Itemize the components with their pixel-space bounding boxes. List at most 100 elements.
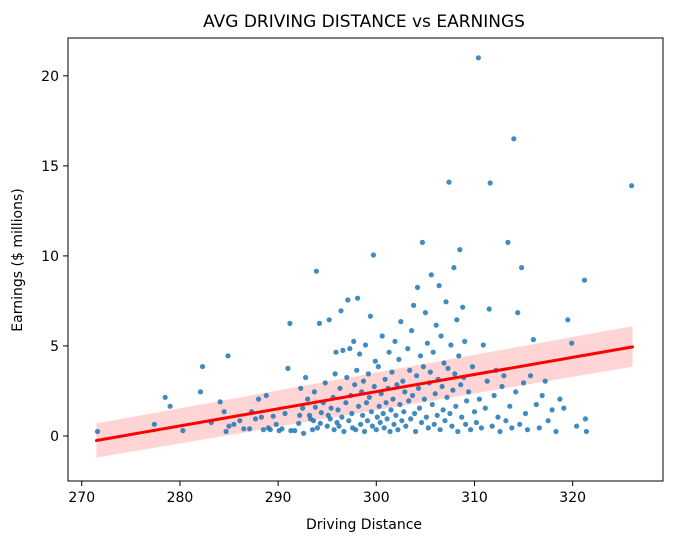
scatter-point — [478, 425, 484, 431]
scatter-point — [524, 427, 531, 433]
scatter-point — [383, 400, 389, 406]
scatter-point — [223, 428, 229, 435]
scatter-point — [569, 340, 575, 346]
scatter-point — [473, 419, 479, 426]
x-tick-label: 290 — [265, 490, 292, 506]
scatter-point — [296, 420, 302, 426]
scatter-point — [445, 365, 451, 371]
scatter-point — [370, 252, 376, 258]
scatter-point — [400, 378, 406, 384]
scatter-point — [411, 302, 417, 308]
x-tick-label: 270 — [68, 490, 95, 506]
scatter-point — [486, 306, 492, 312]
scatter-point — [373, 427, 379, 433]
scatter-point — [439, 383, 445, 390]
scatter-point — [369, 423, 375, 429]
scatter-point — [460, 304, 466, 310]
scatter-point — [270, 413, 276, 419]
scatter-point — [536, 425, 542, 431]
scatter-point — [489, 423, 495, 429]
scatter-point — [309, 427, 316, 433]
scatter-point — [312, 404, 318, 410]
scatter-point — [405, 346, 411, 352]
scatter-point — [431, 421, 437, 427]
scatter-point — [414, 284, 421, 290]
scatter-point — [629, 183, 635, 189]
scatter-points-layer — [94, 55, 635, 436]
scatter-point — [167, 403, 173, 409]
scatter-point — [279, 426, 285, 432]
scatter-point — [449, 423, 455, 429]
scatter-point — [395, 427, 401, 433]
x-tick-label: 280 — [167, 490, 194, 506]
y-tick-label: 15 — [41, 159, 59, 175]
scatter-point — [475, 55, 481, 61]
scatter-point — [476, 396, 482, 402]
scatter-point — [539, 392, 545, 399]
scatter-point — [151, 421, 157, 427]
scatter-point — [452, 371, 458, 377]
scatter-point — [197, 389, 204, 395]
scatter-point — [231, 421, 237, 427]
scatter-point — [349, 410, 355, 417]
scatter-point — [446, 179, 452, 185]
scatter-point — [316, 320, 322, 326]
plot-area-frame — [67, 37, 664, 482]
scatter-point — [273, 421, 279, 427]
scatter-point — [583, 428, 590, 435]
scatter-point — [345, 297, 351, 303]
scatter-point — [263, 392, 269, 399]
scatter-point — [180, 428, 186, 434]
scatter-point — [255, 396, 262, 402]
x-tick-label: 300 — [363, 490, 390, 506]
scatter-point — [497, 428, 503, 435]
scatter-point — [401, 409, 407, 415]
scatter-point — [542, 378, 548, 384]
scatter-point — [368, 409, 374, 415]
x-axis-ticks: 270 280 290 300 310 320 — [68, 481, 586, 506]
scatter-point — [356, 403, 362, 409]
scatter-point — [450, 387, 456, 393]
scatter-point — [386, 349, 392, 355]
scatter-point — [94, 428, 101, 435]
scatter-point — [415, 385, 422, 391]
scatter-point — [561, 405, 567, 411]
scatter-point — [357, 351, 363, 357]
scatter-point — [462, 338, 468, 344]
scatter-point — [464, 398, 470, 404]
scatter-point — [430, 349, 436, 355]
scatter-point — [300, 405, 306, 411]
scatter-point — [394, 382, 400, 388]
scatter-point — [469, 364, 476, 370]
scatter-point — [442, 418, 448, 424]
scatter-point — [288, 428, 294, 434]
scatter-point — [429, 401, 435, 408]
scatter-point — [341, 428, 347, 435]
scatter-point — [448, 342, 454, 348]
scatter-point — [267, 427, 273, 433]
scatter-point — [352, 382, 358, 388]
scatter-point — [420, 364, 426, 370]
scatter-point — [339, 414, 345, 420]
scatter-point — [507, 403, 513, 409]
scatter-point — [392, 338, 398, 344]
scatter-point — [374, 414, 380, 420]
scatter-point — [466, 389, 472, 395]
scatter-point — [454, 317, 460, 323]
scatter-point — [509, 425, 515, 431]
scatter-point — [335, 407, 341, 413]
scatter-point — [332, 371, 338, 377]
scatter-point — [326, 317, 332, 323]
scatter-point — [310, 418, 317, 424]
scatter-point — [382, 376, 388, 382]
scatter-point — [423, 414, 429, 420]
scatter-point — [381, 425, 387, 431]
scatter-point — [298, 385, 304, 391]
scatter-point — [406, 398, 412, 404]
scatter-point — [457, 247, 463, 253]
scatter-point — [441, 360, 447, 366]
scatter-point — [376, 403, 382, 409]
